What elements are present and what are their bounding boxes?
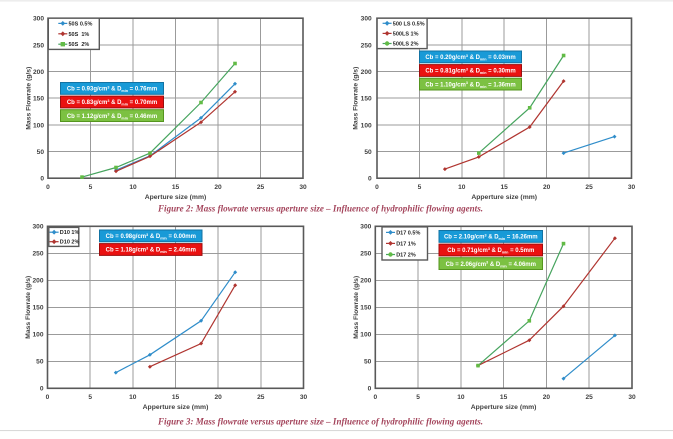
svg-text:Cb = 2.10g/cm3 & Dmin = 16.26m: Cb = 2.10g/cm3 & Dmin = 16.26mm	[444, 233, 538, 241]
svg-text:250: 250	[33, 42, 44, 49]
svg-text:50: 50	[36, 359, 44, 366]
svg-text:50: 50	[364, 149, 372, 156]
svg-text:30: 30	[300, 394, 308, 401]
svg-text:20: 20	[214, 184, 222, 191]
svg-text:Aperture size (mm): Aperture size (mm)	[145, 194, 207, 201]
svg-text:0: 0	[40, 176, 44, 183]
svg-text:Cb = 1.12g/cm3 & Dmin = 0.46mm: Cb = 1.12g/cm3 & Dmin = 0.46mm	[67, 113, 157, 121]
svg-text:200: 200	[33, 69, 44, 76]
svg-text:25: 25	[586, 394, 594, 401]
svg-text:5: 5	[416, 394, 420, 401]
svg-text:500LS 1%: 500LS 1%	[393, 31, 419, 37]
svg-text:150: 150	[360, 305, 371, 312]
svg-text:Apperture size (mm): Apperture size (mm)	[471, 404, 537, 411]
svg-text:300: 300	[360, 224, 371, 231]
svg-text:25: 25	[257, 394, 265, 401]
svg-text:20: 20	[543, 394, 551, 401]
svg-text:Cb = 1.10g/cm3 & Dmin = 1.36mm: Cb = 1.10g/cm3 & Dmin = 1.36mm	[425, 81, 515, 89]
svg-text:10: 10	[129, 184, 137, 191]
svg-text:50: 50	[364, 359, 372, 366]
svg-text:100: 100	[361, 122, 372, 129]
svg-text:500LS 2%: 500LS 2%	[393, 42, 419, 48]
svg-text:0: 0	[375, 184, 379, 191]
svg-text:150: 150	[33, 96, 44, 103]
svg-text:50S 0.5%: 50S 0.5%	[69, 21, 93, 27]
svg-text:150: 150	[361, 96, 372, 103]
svg-text:5: 5	[89, 184, 93, 191]
svg-text:15: 15	[500, 394, 508, 401]
svg-text:D10 2%: D10 2%	[60, 240, 80, 246]
svg-text:Mass Flowrate (g/s): Mass Flowrate (g/s)	[353, 276, 360, 339]
svg-text:Cb = 0.83g/cm3 & Dmin = 0.70mm: Cb = 0.83g/cm3 & Dmin = 0.70mm	[67, 99, 157, 107]
svg-text:Mass Flowrate (g/s): Mass Flowrate (g/s)	[352, 67, 359, 130]
svg-text:Figure 2: Mass flowrate versus: Figure 2: Mass flowrate versus aperture …	[157, 204, 483, 214]
svg-text:10: 10	[458, 184, 466, 191]
svg-text:15: 15	[501, 184, 509, 191]
svg-text:150: 150	[32, 305, 43, 312]
svg-text:100: 100	[360, 332, 371, 339]
svg-text:20: 20	[543, 184, 551, 191]
svg-text:0: 0	[368, 176, 372, 183]
svg-text:Figure 3: Mass flowrate versus: Figure 3: Mass flowrate versus aperture …	[157, 416, 483, 426]
svg-text:15: 15	[172, 394, 180, 401]
svg-text:25: 25	[585, 184, 593, 191]
svg-text:30: 30	[628, 394, 636, 401]
svg-text:25: 25	[257, 184, 265, 191]
svg-text:Cb = 0.71g/cm3 & Dmin = 0.5mm: Cb = 0.71g/cm3 & Dmin = 0.5mm	[447, 247, 534, 255]
svg-text:0: 0	[373, 394, 377, 401]
svg-text:200: 200	[361, 69, 372, 76]
svg-text:15: 15	[172, 184, 180, 191]
svg-text:300: 300	[361, 16, 372, 23]
svg-text:50S 2%: 50S 2%	[69, 42, 90, 48]
svg-text:200: 200	[32, 278, 43, 285]
svg-text:0: 0	[40, 386, 44, 393]
svg-text:D17 2%: D17 2%	[396, 253, 416, 259]
svg-text:D10 1%: D10 1%	[60, 230, 80, 236]
svg-text:500 LS 0.5%: 500 LS 0.5%	[393, 21, 425, 27]
svg-text:D17 0.5%: D17 0.5%	[396, 230, 420, 236]
svg-text:Apperture size (mm): Apperture size (mm)	[143, 404, 209, 411]
svg-text:D17 1%: D17 1%	[396, 241, 416, 247]
svg-text:Cb = 0.81g/cm3 & Dmin = 0.30mm: Cb = 0.81g/cm3 & Dmin = 0.30mm	[425, 68, 515, 76]
svg-text:300: 300	[32, 224, 43, 231]
svg-text:Cb = 1.18g/cm3 & Dmin = 2.46mm: Cb = 1.18g/cm3 & Dmin = 2.46mm	[106, 247, 196, 255]
svg-text:300: 300	[33, 16, 44, 23]
svg-text:50S 1%: 50S 1%	[69, 32, 90, 38]
svg-text:0: 0	[46, 184, 50, 191]
svg-text:0: 0	[46, 394, 50, 401]
svg-text:Cb = 0.20g/cm3 & Dmin = 0.03mm: Cb = 0.20g/cm3 & Dmin = 0.03mm	[425, 54, 515, 62]
svg-text:100: 100	[33, 122, 44, 129]
svg-text:250: 250	[360, 251, 371, 258]
svg-text:5: 5	[418, 184, 422, 191]
svg-text:Cb = 0.98g/cm3 & Dmin = 0.00mm: Cb = 0.98g/cm3 & Dmin = 0.00mm	[106, 233, 196, 241]
svg-text:20: 20	[215, 394, 223, 401]
svg-text:Mass Flowrate (g/s): Mass Flowrate (g/s)	[26, 67, 33, 130]
svg-text:Mass Flowrate (g/s): Mass Flowrate (g/s)	[25, 276, 32, 339]
svg-text:10: 10	[457, 394, 465, 401]
svg-text:30: 30	[628, 184, 636, 191]
svg-text:Apperture size (mm): Apperture size (mm)	[471, 194, 537, 201]
svg-text:200: 200	[360, 278, 371, 285]
svg-text:Cb = 2.06g/cm3 & Dmin = 4.06mm: Cb = 2.06g/cm3 & Dmin = 4.06mm	[446, 261, 536, 269]
svg-text:10: 10	[129, 394, 137, 401]
svg-text:Cb = 0.93g/cm3 & Dmin = 0.76mm: Cb = 0.93g/cm3 & Dmin = 0.76mm	[67, 85, 157, 93]
svg-text:5: 5	[88, 394, 92, 401]
svg-text:250: 250	[32, 251, 43, 258]
svg-text:250: 250	[361, 42, 372, 49]
svg-text:0: 0	[368, 386, 372, 393]
svg-text:30: 30	[299, 184, 307, 191]
svg-text:50: 50	[37, 149, 45, 156]
svg-text:100: 100	[32, 332, 43, 339]
